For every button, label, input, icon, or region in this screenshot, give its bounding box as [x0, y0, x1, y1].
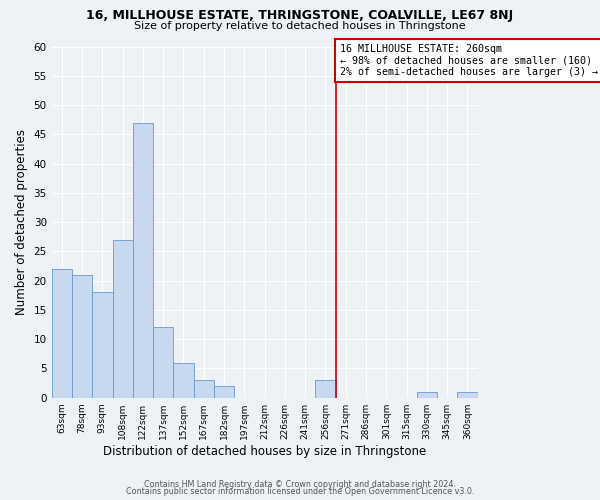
- Text: Contains public sector information licensed under the Open Government Licence v3: Contains public sector information licen…: [126, 487, 474, 496]
- Bar: [52, 269, 72, 398]
- Bar: [214, 386, 234, 398]
- Y-axis label: Number of detached properties: Number of detached properties: [15, 129, 28, 315]
- Bar: [457, 392, 478, 398]
- Bar: [113, 240, 133, 398]
- Text: 16 MILLHOUSE ESTATE: 260sqm
← 98% of detached houses are smaller (160)
2% of sem: 16 MILLHOUSE ESTATE: 260sqm ← 98% of det…: [340, 44, 598, 77]
- Bar: [92, 292, 113, 398]
- Text: Contains HM Land Registry data © Crown copyright and database right 2024.: Contains HM Land Registry data © Crown c…: [144, 480, 456, 489]
- Bar: [173, 362, 194, 398]
- X-axis label: Distribution of detached houses by size in Thringstone: Distribution of detached houses by size …: [103, 444, 426, 458]
- Bar: [417, 392, 437, 398]
- Bar: [194, 380, 214, 398]
- Text: 16, MILLHOUSE ESTATE, THRINGSTONE, COALVILLE, LE67 8NJ: 16, MILLHOUSE ESTATE, THRINGSTONE, COALV…: [86, 9, 514, 22]
- Bar: [316, 380, 335, 398]
- Bar: [133, 122, 153, 398]
- Bar: [153, 328, 173, 398]
- Text: Size of property relative to detached houses in Thringstone: Size of property relative to detached ho…: [134, 21, 466, 31]
- Bar: [72, 275, 92, 398]
